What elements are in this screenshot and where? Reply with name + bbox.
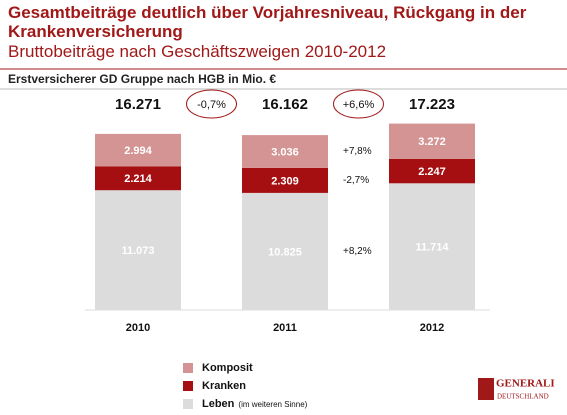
segment-change: +8,2% [343,246,372,257]
unit-note: Erstversicherer GD Gruppe nach HGB in Mi… [8,72,276,86]
x-tick-label: 2011 [273,322,297,334]
bar-segment [95,166,181,191]
value-label: 11.073 [121,245,154,257]
value-label: 2.247 [418,166,446,178]
value-label: 11.714 [415,242,449,254]
bar-segment [389,158,475,184]
bar-segment [242,135,328,168]
bar-segment [389,183,475,310]
logo-text: GENERALI [496,378,555,390]
total-change: +6,6% [343,99,375,111]
value-label: 10.825 [268,246,302,258]
bar-segment [95,133,181,167]
value-label: 2.309 [271,175,299,187]
total-label: 17.223 [409,96,455,113]
total-change: -0,7% [197,99,226,111]
legend-label: Leben [202,398,235,410]
legend-swatch [183,399,193,409]
segment-change: +7,8% [343,146,372,157]
change-ellipse [333,89,384,119]
logo-text: DEUTSCHLAND [497,393,549,401]
segment-change: -2,7% [343,175,369,186]
bar-segment [242,192,328,310]
x-tick-label: 2010 [126,322,150,334]
legend-label: Komposit [202,362,253,374]
change-ellipse [186,89,237,119]
total-label: 16.271 [115,96,161,113]
bar-segment [95,190,181,310]
bar-segment [389,123,475,159]
value-label: 3.036 [271,146,299,158]
total-label: 16.162 [262,96,308,113]
bar-segment [242,167,328,193]
legend-label: Kranken [202,380,246,392]
value-label: 3.272 [418,136,446,148]
value-label: 2.994 [124,145,152,157]
legend-swatch [183,381,193,391]
legend-swatch [183,363,193,373]
chart-title: Gesamtbeiträge deutlich über Vorjahresni… [8,3,527,41]
x-tick-label: 2012 [420,322,444,334]
logo-mark [478,378,494,400]
chart-subtitle: Bruttobeiträge nach Geschäftszweigen 201… [8,42,387,61]
value-label: 2.214 [124,173,152,185]
legend-note: (im weiteren Sinne) [238,400,307,409]
